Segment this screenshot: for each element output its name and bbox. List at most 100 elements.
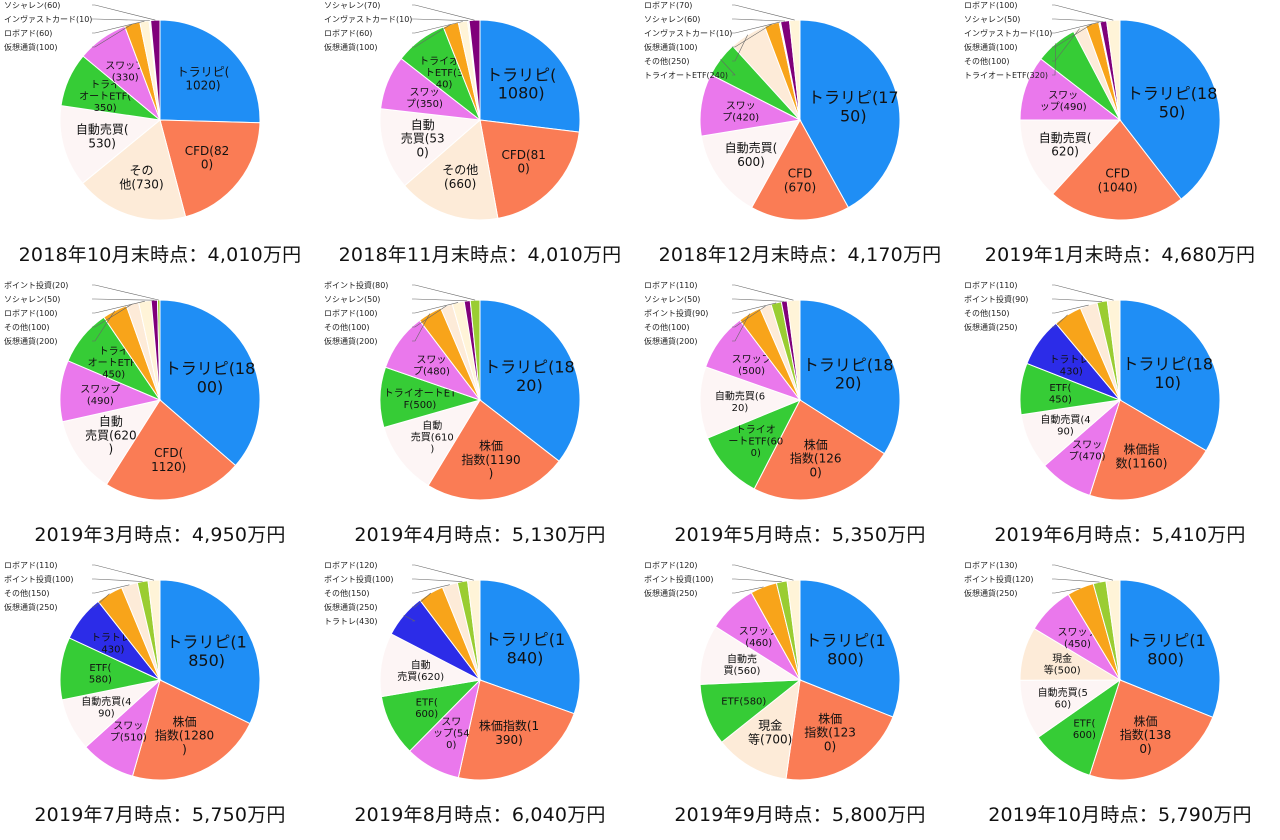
pie-slice-e38388e383a9e383aae38394 bbox=[1119, 299, 1221, 452]
outside-label-e38388e383a9e382a4e382aa: トライオートETF(240) bbox=[644, 71, 728, 80]
leader-line bbox=[412, 305, 447, 328]
leader-line bbox=[412, 313, 430, 342]
leader-line bbox=[1052, 284, 1114, 301]
slice-label-e38388e383a9e383aae38394: トラリピ(17 50) bbox=[808, 88, 899, 125]
pie-slice-e887aae58b95e5a3b2e8b2b7 bbox=[383, 399, 482, 487]
pie-slice-e3819de381aee4bb96 bbox=[403, 119, 499, 221]
slice-label-e382b9e383afe38383e38397: スワップ(480) bbox=[413, 355, 450, 378]
pie-slice-e6a0aae4bea1e68c87e695b0 bbox=[427, 399, 560, 501]
outside-label-e3819de381aee4bb96: その他(150) bbox=[964, 308, 1010, 318]
slice-label-e3819de381aee4bb96: その他(730) bbox=[119, 164, 163, 192]
pie-slice-e887aae58b95e5a3b2e8b2b7 bbox=[700, 119, 801, 209]
outside-label-e4bbaee683b3e9809ae8b2a8: 仮想通貨(200) bbox=[4, 336, 58, 346]
slice-label-e382b9e383afe38383e38397: スワップ(450) bbox=[1058, 627, 1098, 651]
outside-label-e382bde382b7e383a3e383ac: ソシャレン(60) bbox=[644, 15, 700, 24]
slice-label-e3819de381aee4bb96: その他(660) bbox=[442, 163, 478, 191]
leader-line bbox=[92, 18, 150, 21]
leader-line bbox=[732, 21, 780, 34]
pie-slice-e38388e383a9e382a4e382aa bbox=[706, 399, 802, 490]
outside-label-e3839de382a4e383b3e38388: ポイント投資(120) bbox=[964, 574, 1034, 584]
pie-slice-e38388e383a9e383aae38394 bbox=[159, 299, 261, 467]
slice-label-cfd: CFD(1120) bbox=[151, 446, 186, 474]
leader-line bbox=[92, 284, 159, 301]
pie-slice-e887aae58b95e5a3b2e8b2b7 bbox=[379, 108, 482, 187]
outside-label-e3819de381aee4bb96: その他(250) bbox=[644, 56, 690, 66]
pie-panel-12: トラリピ(1 800) 株価指数(138 0) ETF(600) 自動売買(5 60) 現金等… bbox=[960, 560, 1280, 840]
outside-label-e4bbaee683b3e9809ae8b2a8: 仮想通貨(200) bbox=[324, 336, 378, 346]
outside-label-e3819de381aee4bb96: その他(100) bbox=[324, 322, 370, 332]
leader-line bbox=[732, 586, 764, 594]
chart-title: 2019年5月時点：5,350万円 bbox=[674, 524, 926, 546]
slice-label-cfd: CFD (1040) bbox=[1098, 167, 1138, 195]
leader-line bbox=[1052, 304, 1089, 314]
outside-label-e383ade3839ce382a2e38389: ロボアド(130) bbox=[964, 561, 1018, 570]
outside-label-e3839de382a4e383b3e38388: ポイント投資(100) bbox=[644, 574, 714, 584]
pie-slice-e38388e383a9e383aae38394 bbox=[479, 299, 581, 462]
pie-chart-3: トラリピ(17 50) CFD (670)自動売買(600) スワップ(420) ロボアド… bbox=[644, 1, 901, 221]
pie-slice-cfd bbox=[105, 399, 237, 501]
slice-label-e6a0aae4bea1e68c87e695b0: 株価指数(126 0) bbox=[790, 437, 842, 480]
pie-slice-e38388e383a9e383aae38394 bbox=[159, 19, 261, 124]
leader-line bbox=[732, 18, 786, 22]
leader-line bbox=[412, 298, 468, 302]
pie-slice-e383ade3839ce382a2e38389 bbox=[786, 299, 801, 401]
pie-slice-cfd bbox=[750, 118, 850, 221]
outside-label-e382bde382b7e383a3e383ac: ソシャレン(60) bbox=[4, 1, 60, 10]
outside-label-e382bde382b7e383a3e383ac: ソシャレン(50) bbox=[964, 15, 1020, 24]
leader-line bbox=[92, 578, 143, 582]
outside-label-e382bde382b7e383a3e383ac: ソシャレン(50) bbox=[4, 295, 60, 304]
outside-label-e383ade3839ce382a2e38389: ロボアド(100) bbox=[964, 1, 1018, 10]
pie-chart-7: トラリピ(18 20) 株価指数(126 0)トライオートETF(60 0) 自動売買(6… bbox=[644, 281, 901, 501]
outside-label-e382a4e383b3e383b4e382a1: インヴァストカード(10) bbox=[644, 28, 732, 38]
leader-line bbox=[732, 23, 772, 48]
outside-label-e383ade3839ce382a2e38389: ロボアド(110) bbox=[964, 281, 1018, 290]
leader-line bbox=[732, 298, 785, 302]
pie-slice-cfd bbox=[479, 119, 580, 219]
outside-label-e4bbaee683b3e9809ae8b2a8: 仮想通貨(250) bbox=[964, 588, 1018, 598]
pie-slice-e38388e383a9e383aae38394 bbox=[479, 579, 581, 715]
leader-line bbox=[720, 59, 736, 76]
slice-label-e6a0aae4bea1e68c87e695b0: 株価指数(138 0) bbox=[1120, 713, 1172, 756]
pie-slice-e887aae58b95e5a3b2e8b2b7 bbox=[59, 104, 162, 185]
pie-chart-9: トラリピ(1 850) 株価指数(1280) スワップ(510)自動売買(4 90) ET… bbox=[4, 561, 261, 781]
leader-line bbox=[412, 584, 450, 594]
leader-line bbox=[412, 24, 451, 48]
pie-panel-3: トラリピ(17 50) CFD (670) 自動売買(600) スワップ(420) ロボアド… bbox=[640, 0, 960, 280]
pie-slice-e887aae58b95e5a3b2e8b2b7 bbox=[1019, 119, 1122, 195]
slice-label-cfd: CFD (670) bbox=[784, 167, 816, 195]
pie-chart-4: トラリピ(18 50) CFD (1040)自動売買(620) スワッップ(490) ロボ… bbox=[964, 1, 1221, 221]
pie-slice-e38388e383a9e383aae38394 bbox=[159, 579, 261, 725]
slice-label-e382b9e383afe38383e38397: スワップ(54 0) bbox=[433, 717, 470, 751]
slice-label-etf: ETF(580) bbox=[721, 697, 766, 708]
pie-slice-cfd bbox=[159, 119, 261, 218]
leader-line bbox=[92, 584, 130, 594]
pie-slice-e38388e383a9e383aae38394 bbox=[1119, 19, 1221, 200]
leader-line bbox=[732, 578, 782, 582]
leader-line bbox=[92, 298, 155, 301]
slice-label-etf: ETF(580) bbox=[89, 663, 112, 686]
leader-line bbox=[1052, 4, 1114, 21]
pie-chart-12: トラリピ(1 800) 株価指数(138 0) ETF(600) 自動売買(5 60) 現金等… bbox=[964, 561, 1221, 781]
pie-panel-5: トラリピ(18 00) CFD(1120) 自動売買(620) スワップ(490) トライ… bbox=[0, 280, 320, 560]
slice-label-e382b9e383afe38383e38397: スワップ(350) bbox=[406, 87, 443, 110]
slice-label-e887aae58b95e5a3b2e8b2b7: 自動売買(600) bbox=[725, 140, 778, 169]
pie-chart-1: トラリピ(1020) CFD(82 0) その他(730) 自動売買(530) トライオー… bbox=[4, 1, 261, 221]
chart-title: 2019年7月時点：5,750万円 bbox=[34, 804, 286, 826]
slice-label-e6a0aae4bea1e68c87e695b0: 株価指数(123 0) bbox=[804, 711, 856, 754]
leader-line bbox=[1052, 298, 1103, 302]
outside-label-e38388e383a9e382a4e382aa: トライオートETF(320) bbox=[964, 71, 1048, 80]
leader-line bbox=[92, 23, 133, 48]
outside-label-e3819de381aee4bb96: その他(150) bbox=[4, 588, 50, 598]
slice-label-cfd: CFD(81 0) bbox=[501, 148, 545, 176]
leader-line bbox=[92, 4, 156, 21]
slice-label-etf: ETF(450) bbox=[1049, 383, 1072, 406]
outside-label-e3839de382a4e383b3e38388: ポイント投資(20) bbox=[4, 280, 68, 290]
pie-slice-e383ade3839ce382a2e38389 bbox=[788, 19, 801, 121]
outside-label-e3839de382a4e383b3e38388: ポイント投資(100) bbox=[4, 574, 74, 584]
outside-label-e4bbaee683b3e9809ae8b2a8: 仮想通貨(250) bbox=[644, 588, 698, 598]
pie-slice-e6a0aae4bea1e68c87e695b0 bbox=[131, 679, 251, 781]
pie-slice-e6a0aae4bea1e68c87e695b0 bbox=[753, 399, 886, 501]
leader-line bbox=[732, 313, 750, 342]
outside-label-e383ade3839ce382a2e38389: ロボアド(70) bbox=[644, 1, 692, 10]
pie-slice-e38388e383a9e383aae38394 bbox=[799, 19, 901, 209]
